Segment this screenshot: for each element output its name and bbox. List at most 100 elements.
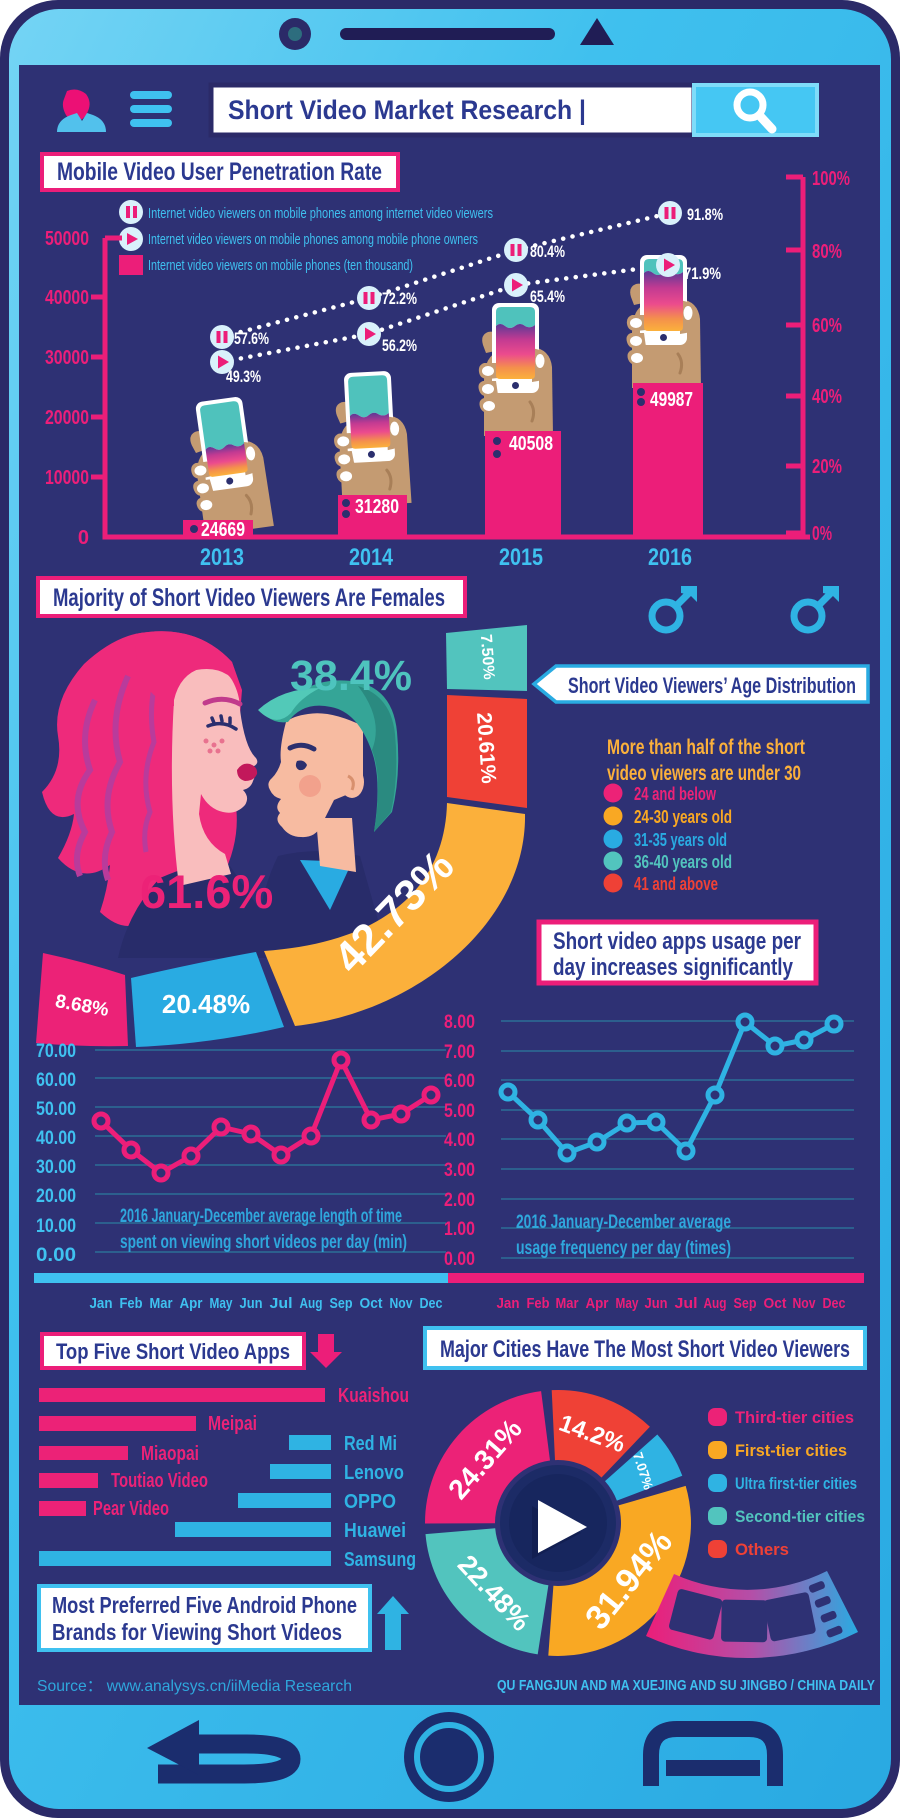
svg-text:4.00: 4.00: [444, 1130, 475, 1151]
svg-text:40.00: 40.00: [36, 1128, 76, 1149]
svg-text:May: May: [210, 1295, 234, 1312]
svg-text:Mar: Mar: [556, 1295, 579, 1312]
svg-text:Internet video viewers on mobi: Internet video viewers on mobile phones …: [148, 205, 493, 222]
svg-text:71.9%: 71.9%: [684, 264, 721, 283]
svg-text:Brands for Viewing Short Video: Brands for Viewing Short Videos: [52, 1619, 342, 1645]
svg-text:Aug: Aug: [300, 1295, 323, 1312]
svg-text:24669: 24669: [201, 519, 245, 541]
svg-text:Feb: Feb: [527, 1295, 550, 1312]
svg-text:Ultra first-tier cities: Ultra first-tier cities: [735, 1474, 857, 1493]
svg-text:Oct: Oct: [764, 1295, 787, 1312]
svg-text:7.00: 7.00: [444, 1042, 475, 1063]
svg-text:video viewers are under 30: video viewers are under 30: [607, 762, 801, 785]
svg-text:40000: 40000: [45, 287, 89, 309]
svg-text:20%: 20%: [812, 456, 842, 478]
svg-text:Source： www.analysys.cn/iiMedi: Source： www.analysys.cn/iiMedia Research: [37, 1678, 352, 1695]
svg-text:31280: 31280: [355, 496, 399, 518]
svg-text:Nov: Nov: [793, 1295, 817, 1312]
svg-text:Apr: Apr: [586, 1295, 609, 1312]
svg-text:Top Five Short Video Apps: Top Five Short Video Apps: [56, 1339, 290, 1364]
svg-text:49987: 49987: [650, 389, 693, 411]
svg-text:Red Mi: Red Mi: [344, 1433, 397, 1455]
svg-text:1.00: 1.00: [444, 1219, 475, 1240]
svg-text:61.6%: 61.6%: [140, 865, 273, 918]
svg-text:80%: 80%: [812, 241, 842, 263]
svg-text:Lenovo: Lenovo: [344, 1462, 404, 1484]
svg-text:Meipai: Meipai: [208, 1413, 257, 1435]
svg-text:50.00: 50.00: [36, 1099, 76, 1120]
svg-text:91.8%: 91.8%: [687, 205, 723, 224]
svg-text:Internet video viewers on mobi: Internet video viewers on mobile phones …: [148, 257, 413, 274]
svg-text:Third-tier cities: Third-tier cities: [735, 1408, 854, 1427]
svg-text:50000: 50000: [45, 228, 89, 250]
svg-text:30.00: 30.00: [36, 1157, 76, 1178]
svg-text:Sep: Sep: [734, 1295, 757, 1312]
svg-text:day increases significantly: day increases significantly: [553, 954, 794, 981]
svg-text:Mar: Mar: [150, 1295, 173, 1312]
svg-text:Sep: Sep: [330, 1295, 353, 1312]
svg-text:10.00: 10.00: [36, 1216, 76, 1237]
svg-text:100%: 100%: [812, 168, 850, 190]
svg-text:57.6%: 57.6%: [234, 329, 269, 348]
svg-text:2013: 2013: [200, 544, 244, 571]
svg-text:49.3%: 49.3%: [226, 367, 261, 386]
svg-text:Major Cities Have The Most Sho: Major Cities Have The Most Short Video V…: [440, 1336, 850, 1363]
svg-text:60.00: 60.00: [36, 1070, 76, 1091]
svg-text:Jan: Jan: [90, 1295, 113, 1312]
svg-text:0: 0: [78, 527, 89, 549]
svg-text:2016: 2016: [648, 544, 692, 571]
svg-text:Nov: Nov: [390, 1295, 414, 1312]
svg-text:10000: 10000: [45, 467, 89, 489]
svg-text:Apr: Apr: [180, 1295, 203, 1312]
svg-text:Majority of Short Video Viewer: Majority of Short Video Viewers Are Fema…: [53, 584, 445, 612]
svg-text:6.00: 6.00: [444, 1071, 475, 1092]
svg-text:Jun: Jun: [240, 1295, 263, 1312]
svg-text:2.00: 2.00: [444, 1190, 475, 1211]
svg-text:Feb: Feb: [120, 1295, 143, 1312]
svg-text:70.00: 70.00: [36, 1041, 76, 1062]
svg-text:2016 January-December average: 2016 January-December average: [516, 1212, 731, 1233]
svg-text:20000: 20000: [45, 407, 89, 429]
svg-text:Oct: Oct: [360, 1295, 383, 1312]
svg-text:Huawei: Huawei: [344, 1520, 406, 1542]
svg-text:60%: 60%: [812, 315, 842, 337]
svg-text:Aug: Aug: [704, 1295, 727, 1312]
svg-text:24 and below: 24 and below: [634, 784, 717, 804]
svg-text:30000: 30000: [45, 347, 89, 369]
svg-text:Others: Others: [735, 1540, 789, 1559]
svg-text:Most Preferred Five Android Ph: Most Preferred Five Android Phone: [52, 1592, 357, 1618]
svg-text:QU FANGJUN AND MA XUEJING AND: QU FANGJUN AND MA XUEJING AND SU JINGBO …: [497, 1678, 875, 1694]
svg-text:Short Video Market Research |: Short Video Market Research |: [228, 95, 586, 125]
svg-text:Short Video Viewers’ Age Distr: Short Video Viewers’ Age Distribution: [568, 673, 856, 698]
svg-text:Dec: Dec: [420, 1295, 443, 1312]
svg-text:20.48%: 20.48%: [162, 989, 250, 1019]
svg-text:Short video apps usage per: Short video apps usage per: [553, 928, 801, 955]
svg-text:7.50%: 7.50%: [477, 634, 497, 680]
svg-text:3.00: 3.00: [444, 1160, 475, 1181]
svg-text:0.00: 0.00: [36, 1245, 76, 1266]
svg-text:May: May: [616, 1295, 640, 1312]
svg-text:38.4%: 38.4%: [290, 652, 412, 700]
svg-text:40508: 40508: [509, 433, 553, 455]
svg-text:Jun: Jun: [645, 1295, 668, 1312]
svg-text:Jul: Jul: [270, 1295, 293, 1312]
svg-text:41 and above: 41 and above: [634, 874, 718, 894]
svg-text:usage frequency per day (times: usage frequency per day (times): [516, 1238, 731, 1259]
svg-text:31-35 years old: 31-35 years old: [634, 830, 727, 850]
svg-text:20.61%: 20.61%: [472, 712, 500, 785]
svg-text:72.2%: 72.2%: [382, 289, 417, 308]
svg-text:5.00: 5.00: [444, 1101, 475, 1122]
svg-text:spent on viewing short videos: spent on viewing short videos per day (m…: [120, 1232, 407, 1253]
svg-text:Miaopai: Miaopai: [141, 1443, 199, 1465]
svg-text:65.4%: 65.4%: [530, 287, 565, 306]
svg-text:0%: 0%: [812, 523, 832, 545]
svg-text:OPPO: OPPO: [344, 1491, 396, 1513]
svg-text:8.00: 8.00: [444, 1012, 475, 1033]
svg-text:2016 January-December average: 2016 January-December average length of …: [120, 1206, 402, 1227]
svg-text:2015: 2015: [499, 544, 543, 571]
svg-text:Samsung: Samsung: [344, 1549, 416, 1571]
svg-text:2014: 2014: [349, 544, 394, 571]
svg-text:First-tier cities: First-tier cities: [735, 1441, 847, 1460]
svg-text:Internet video viewers on mobi: Internet video viewers on mobile phones …: [148, 231, 478, 248]
svg-text:Pear Video: Pear Video: [93, 1498, 169, 1520]
